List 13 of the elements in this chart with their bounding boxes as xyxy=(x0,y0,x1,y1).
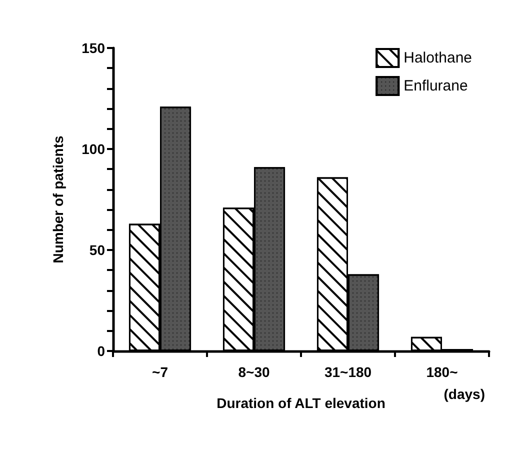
y-tick-label: 100 xyxy=(82,141,106,157)
y-tick-label: 150 xyxy=(82,40,106,56)
x-tick-label: 31~180 xyxy=(324,364,372,380)
legend-label: Halothane xyxy=(404,50,472,66)
x-axis-title: Duration of ALT elevation xyxy=(216,395,386,411)
x-tick-label: 180~ xyxy=(426,364,458,380)
y-tick-label: 0 xyxy=(97,343,106,359)
x-tick-label: ~7 xyxy=(152,364,168,380)
x-tick-label: 8~30 xyxy=(238,364,270,380)
legend-label: Enflurane xyxy=(404,78,468,94)
y-axis-title: Number of patients xyxy=(50,136,66,264)
text: (days) xyxy=(444,386,485,402)
y-tick-label: 50 xyxy=(89,242,106,258)
